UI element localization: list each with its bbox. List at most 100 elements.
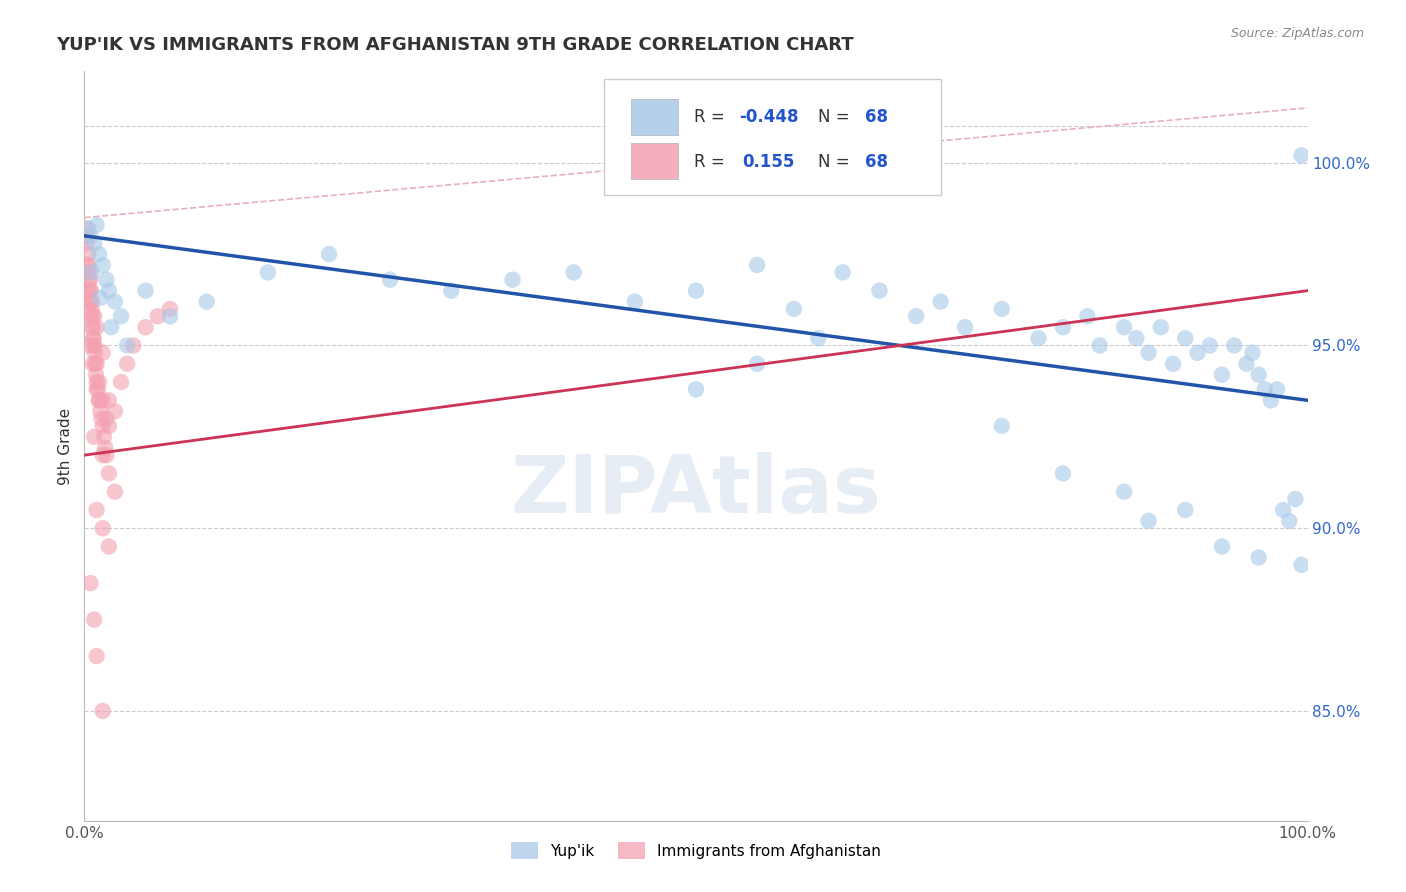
Point — [624, 294, 647, 309]
Point — [79, 273, 101, 287]
Point — [77, 265, 100, 279]
Point — [80, 294, 103, 309]
Point — [79, 228, 101, 243]
Point — [77, 221, 100, 235]
Point — [1137, 346, 1160, 360]
Point — [1076, 310, 1098, 324]
Point — [110, 310, 132, 324]
Point — [146, 310, 169, 324]
Y-axis label: 9th Grade: 9th Grade — [58, 408, 73, 484]
FancyBboxPatch shape — [605, 78, 941, 195]
Point — [905, 310, 928, 324]
Point — [502, 273, 524, 287]
Point — [97, 467, 120, 481]
Point — [1223, 338, 1246, 352]
Point — [159, 310, 181, 324]
Point — [96, 448, 118, 462]
Point — [87, 393, 110, 408]
Point — [83, 346, 105, 360]
Point — [94, 441, 117, 455]
Point — [79, 284, 101, 298]
Point — [104, 484, 127, 499]
Point — [87, 247, 110, 261]
Point — [77, 294, 100, 309]
Point — [79, 284, 101, 298]
Point — [83, 310, 105, 324]
Text: 68: 68 — [865, 108, 887, 126]
Point — [80, 294, 103, 309]
Point — [86, 218, 108, 232]
Point — [1241, 346, 1264, 360]
Point — [747, 258, 769, 272]
Point — [86, 503, 108, 517]
Point — [76, 236, 98, 251]
Point — [79, 576, 101, 591]
Point — [747, 357, 769, 371]
Point — [75, 221, 97, 235]
Point — [1247, 550, 1270, 565]
Point — [115, 338, 138, 352]
Text: R =: R = — [693, 108, 730, 126]
Point — [87, 393, 110, 408]
Point — [83, 331, 105, 345]
Text: Source: ZipAtlas.com: Source: ZipAtlas.com — [1230, 27, 1364, 40]
Point — [1114, 484, 1136, 499]
Point — [195, 294, 218, 309]
Point — [1028, 331, 1050, 345]
Point — [86, 375, 108, 389]
Point — [89, 291, 111, 305]
Point — [77, 247, 100, 261]
Point — [1125, 331, 1147, 345]
Point — [1272, 503, 1295, 517]
Legend: Yup'ik, Immigrants from Afghanistan: Yup'ik, Immigrants from Afghanistan — [505, 836, 887, 865]
Point — [97, 284, 120, 298]
Point — [562, 265, 585, 279]
Point — [83, 338, 105, 352]
Point — [91, 258, 114, 272]
Point — [1114, 320, 1136, 334]
Point — [1247, 368, 1270, 382]
Point — [80, 301, 103, 316]
Point — [380, 273, 402, 287]
Point — [97, 540, 120, 554]
Point — [1291, 558, 1313, 572]
Point — [83, 613, 105, 627]
Point — [86, 320, 108, 334]
Point — [100, 320, 122, 334]
Text: 0.155: 0.155 — [742, 153, 794, 171]
Point — [110, 375, 132, 389]
Point — [1198, 338, 1220, 352]
Point — [1236, 357, 1258, 371]
Point — [79, 310, 101, 324]
Point — [685, 382, 707, 396]
FancyBboxPatch shape — [631, 99, 678, 135]
Text: ZIPAtlas: ZIPAtlas — [510, 452, 882, 530]
Point — [104, 404, 127, 418]
Point — [1284, 491, 1306, 506]
Point — [1088, 338, 1111, 352]
Point — [1174, 331, 1197, 345]
Point — [115, 357, 138, 371]
Point — [440, 284, 463, 298]
Point — [86, 649, 108, 664]
Point — [91, 418, 114, 433]
Point — [83, 338, 105, 352]
Point — [1254, 382, 1277, 396]
Point — [1211, 540, 1233, 554]
Text: N =: N = — [818, 153, 855, 171]
Point — [953, 320, 976, 334]
Point — [783, 301, 806, 316]
Point — [87, 375, 110, 389]
Point — [80, 265, 103, 279]
Point — [1211, 368, 1233, 382]
Point — [77, 258, 100, 272]
Point — [257, 265, 280, 279]
Point — [97, 418, 120, 433]
Point — [91, 393, 114, 408]
Point — [82, 357, 104, 371]
Point — [80, 320, 103, 334]
Point — [84, 368, 107, 382]
Point — [76, 258, 98, 272]
Point — [83, 236, 105, 251]
Point — [93, 430, 115, 444]
